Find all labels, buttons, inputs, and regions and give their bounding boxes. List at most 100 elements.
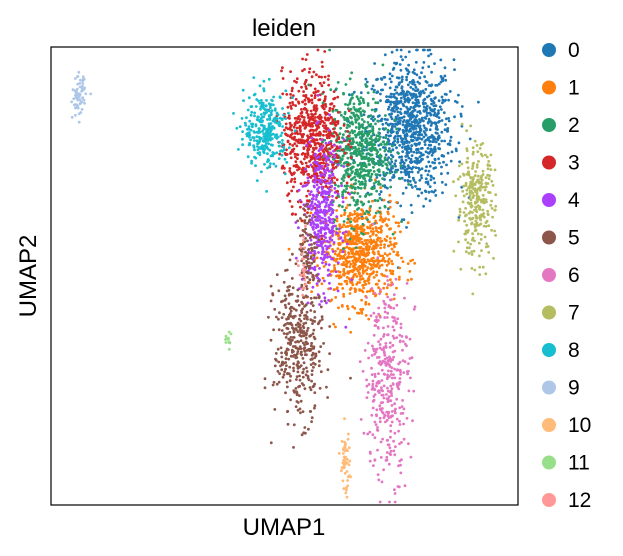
- data-point: [295, 328, 298, 332]
- data-point: [420, 176, 423, 180]
- data-point: [303, 305, 306, 308]
- data-point: [400, 139, 404, 143]
- data-point: [422, 204, 425, 208]
- data-point: [349, 145, 353, 149]
- data-point: [379, 254, 382, 258]
- data-point: [425, 107, 429, 111]
- data-point: [291, 86, 294, 90]
- data-point: [397, 362, 400, 366]
- data-point: [78, 82, 82, 85]
- data-point: [319, 244, 323, 248]
- data-point: [410, 167, 414, 171]
- data-point: [367, 302, 371, 306]
- data-point: [308, 334, 312, 338]
- data-point: [372, 256, 375, 260]
- data-point: [392, 355, 395, 359]
- data-point: [251, 136, 255, 139]
- data-point: [341, 193, 344, 197]
- data-point: [313, 96, 317, 100]
- data-point: [386, 118, 389, 122]
- data-point: [378, 193, 381, 196]
- data-point: [385, 377, 389, 381]
- data-point: [417, 194, 420, 198]
- data-point: [372, 182, 376, 185]
- data-point: [295, 153, 299, 156]
- data-point: [328, 272, 332, 276]
- data-point: [312, 225, 315, 229]
- data-point: [370, 160, 374, 164]
- data-point: [410, 160, 413, 164]
- data-point: [392, 250, 396, 254]
- data-point: [412, 124, 416, 127]
- data-point: [385, 292, 388, 296]
- legend-label-1: 1: [568, 77, 580, 100]
- data-point: [316, 161, 319, 164]
- data-point: [463, 232, 467, 236]
- data-point: [70, 100, 74, 104]
- data-point: [428, 164, 432, 168]
- data-point: [480, 213, 483, 217]
- data-point: [324, 192, 328, 196]
- data-point: [489, 153, 493, 157]
- data-point: [287, 111, 290, 115]
- data-point: [358, 275, 362, 278]
- data-point: [380, 480, 384, 484]
- data-point: [284, 351, 287, 355]
- data-point: [77, 120, 81, 124]
- data-point: [363, 110, 366, 113]
- data-point: [307, 247, 311, 251]
- data-point: [338, 204, 341, 207]
- data-point: [337, 252, 341, 256]
- data-point: [300, 329, 304, 333]
- data-point: [301, 166, 305, 170]
- data-point: [297, 115, 301, 118]
- data-point: [379, 440, 383, 444]
- data-point: [313, 163, 317, 167]
- data-point: [308, 410, 312, 413]
- data-point: [290, 89, 294, 93]
- data-point: [330, 116, 333, 119]
- data-point: [454, 194, 458, 198]
- data-point: [399, 326, 403, 330]
- data-point: [379, 246, 382, 250]
- data-point: [359, 212, 362, 216]
- data-point: [306, 257, 310, 261]
- data-point: [304, 340, 308, 344]
- data-point: [462, 173, 466, 177]
- data-point: [296, 340, 299, 343]
- data-point: [440, 119, 444, 122]
- data-point: [71, 88, 75, 92]
- data-point: [284, 391, 287, 395]
- data-point: [381, 140, 385, 144]
- data-point: [273, 364, 277, 368]
- data-point: [309, 255, 313, 259]
- data-point: [412, 307, 416, 311]
- data-point: [360, 253, 363, 256]
- data-point: [344, 258, 348, 261]
- data-point: [326, 268, 330, 272]
- data-point: [484, 272, 488, 276]
- data-point: [304, 250, 307, 254]
- data-point: [323, 174, 326, 178]
- data-point: [316, 48, 320, 52]
- data-point: [303, 106, 307, 110]
- data-point: [264, 104, 268, 108]
- data-point: [386, 279, 390, 282]
- data-point: [241, 88, 245, 92]
- data-point: [383, 117, 387, 121]
- data-point: [328, 203, 332, 207]
- data-point: [370, 239, 373, 243]
- data-point: [276, 370, 280, 373]
- data-point: [399, 137, 403, 140]
- data-point: [297, 303, 301, 307]
- legend-marker-4: [542, 193, 556, 207]
- data-point: [336, 120, 340, 123]
- data-point: [349, 232, 353, 236]
- data-point: [370, 354, 374, 357]
- data-point: [345, 119, 349, 123]
- data-point: [344, 196, 348, 200]
- data-point: [387, 462, 391, 466]
- data-point: [74, 90, 78, 94]
- data-point: [280, 153, 284, 157]
- legend-label-4: 4: [568, 189, 580, 212]
